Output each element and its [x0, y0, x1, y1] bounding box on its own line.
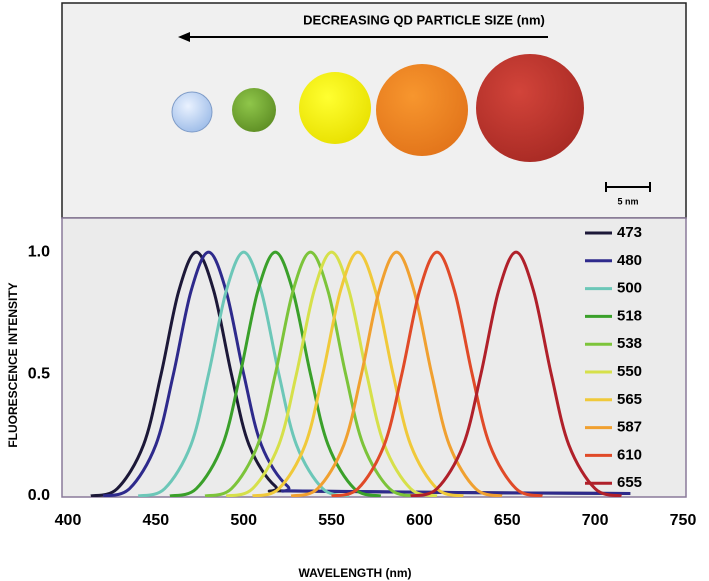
- y-tick-label: 1.0: [28, 243, 50, 260]
- legend-label: 655: [617, 474, 642, 491]
- legend-label: 500: [617, 280, 642, 297]
- schematic-panel: [61, 2, 687, 219]
- legend-label: 550: [617, 363, 642, 380]
- x-tick-label: 650: [494, 512, 521, 529]
- x-tick-label: 750: [670, 512, 697, 529]
- emission-curve: [290, 250, 503, 497]
- x-axis-label: WAVELENGTH (nm): [298, 566, 411, 580]
- legend-label: 565: [617, 391, 642, 408]
- emission-curve: [169, 250, 382, 497]
- dot-green: [232, 88, 276, 132]
- emission-curve: [252, 250, 464, 497]
- x-tick-label: 700: [582, 512, 609, 529]
- legend-label: 610: [617, 446, 642, 463]
- dot-orange: [376, 64, 468, 156]
- legend-label: 473: [617, 224, 642, 241]
- emission-curve: [225, 250, 438, 497]
- x-tick-label: 500: [230, 512, 257, 529]
- legend-label: 538: [617, 335, 642, 352]
- y-tick-label: 0.0: [28, 487, 50, 504]
- y-axis-label: FLUORESCENCE INTENSITY: [6, 282, 20, 447]
- dot-blue: [171, 91, 213, 133]
- legend-label: 518: [617, 307, 642, 324]
- dot-red: [476, 54, 584, 162]
- emission-curve: [102, 250, 631, 497]
- dot-yellow: [299, 72, 371, 144]
- x-tick-label: 450: [143, 512, 170, 529]
- x-tick-label: 550: [318, 512, 345, 529]
- emission-curve: [204, 250, 417, 497]
- x-tick-label: 400: [55, 512, 82, 529]
- x-tick-label: 600: [406, 512, 433, 529]
- legend-label: 480: [617, 252, 642, 269]
- arrow-head: [178, 32, 190, 42]
- scale-label: 5 nm: [617, 196, 638, 206]
- emission-curve: [410, 250, 622, 497]
- y-tick-label: 0.5: [28, 365, 50, 382]
- schematic-title: DECREASING QD PARTICLE SIZE (nm): [303, 12, 545, 27]
- emission-curve: [331, 250, 543, 497]
- legend-label: 587: [617, 419, 642, 436]
